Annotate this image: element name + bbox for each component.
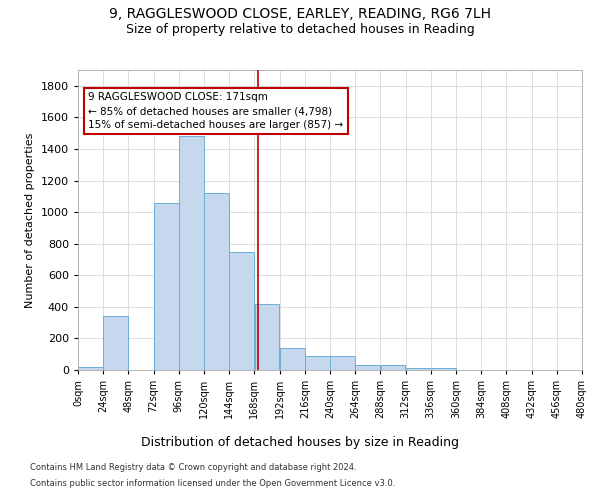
Y-axis label: Number of detached properties: Number of detached properties (25, 132, 35, 308)
Bar (280, 348, 305, 370)
Bar (305, 356, 330, 370)
Text: Distribution of detached houses by size in Reading: Distribution of detached houses by size … (141, 436, 459, 449)
Bar (406, 368, 431, 370)
Text: 9, RAGGLESWOOD CLOSE, EARLEY, READING, RG6 7LH: 9, RAGGLESWOOD CLOSE, EARLEY, READING, R… (109, 8, 491, 22)
Bar (103, 316, 128, 370)
Bar (78, 367, 103, 370)
Bar (179, 136, 204, 370)
Bar (380, 366, 406, 370)
Text: Size of property relative to detached houses in Reading: Size of property relative to detached ho… (125, 22, 475, 36)
Bar (154, 202, 179, 370)
Text: 9 RAGGLESWOOD CLOSE: 171sqm
← 85% of detached houses are smaller (4,798)
15% of : 9 RAGGLESWOOD CLOSE: 171sqm ← 85% of det… (89, 92, 344, 130)
Bar (330, 356, 355, 370)
Bar (431, 368, 456, 370)
Bar (229, 252, 254, 370)
Text: Contains HM Land Registry data © Crown copyright and database right 2024.: Contains HM Land Registry data © Crown c… (30, 464, 356, 472)
Bar (204, 193, 229, 370)
Bar (355, 366, 380, 370)
Text: Contains public sector information licensed under the Open Government Licence v3: Contains public sector information licen… (30, 478, 395, 488)
Bar (254, 304, 280, 370)
